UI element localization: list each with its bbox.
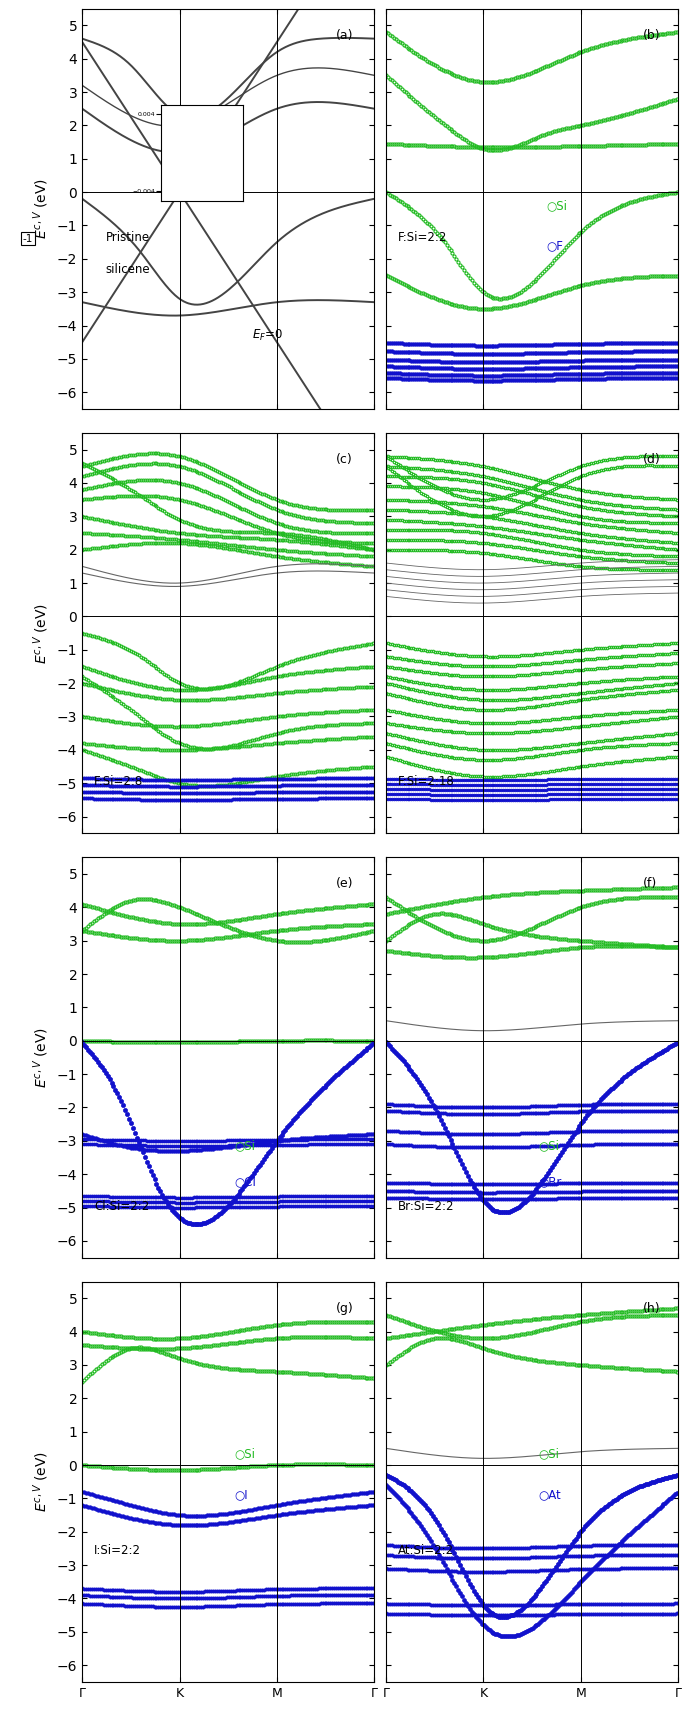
Text: ○F: ○F [547,238,564,252]
Y-axis label: $E^{c,V}$ (eV): $E^{c,V}$ (eV) [32,1026,51,1088]
Y-axis label: $E^{c,V}$ (eV): $E^{c,V}$ (eV) [32,1451,51,1513]
Text: I:Si=2:2: I:Si=2:2 [94,1544,141,1556]
Text: ○I: ○I [234,1487,248,1501]
Text: ○Si: ○Si [538,1140,559,1152]
Text: (f): (f) [643,878,658,890]
Text: (h): (h) [643,1302,661,1314]
Text: (e): (e) [336,878,354,890]
Text: ○At: ○At [538,1487,561,1501]
Text: At:Si=2:2: At:Si=2:2 [398,1544,454,1556]
Text: (c): (c) [336,454,353,466]
Text: F:Si=2:2: F:Si=2:2 [398,231,447,243]
Text: Br:Si=2:2: Br:Si=2:2 [398,1199,454,1213]
Text: (a): (a) [336,29,354,41]
Text: Cl:Si=2:2: Cl:Si=2:2 [94,1199,149,1213]
Text: F:Si=2:18: F:Si=2:18 [398,775,454,788]
Text: -1: -1 [23,235,34,243]
Text: ○Cl: ○Cl [234,1175,256,1189]
Text: (d): (d) [643,454,661,466]
Text: (g): (g) [336,1302,354,1314]
Text: ○Si: ○Si [234,1140,255,1152]
Text: F:Si=2:8: F:Si=2:8 [94,775,143,788]
Text: silicene: silicene [105,262,150,276]
Text: ○Si: ○Si [234,1447,255,1461]
Text: Pristine: Pristine [105,231,150,243]
Text: (b): (b) [643,29,661,41]
Text: ○Si: ○Si [538,1447,559,1461]
Y-axis label: $E^{c,V}$ (eV): $E^{c,V}$ (eV) [32,178,51,240]
Y-axis label: $E^{c,V}$ (eV): $E^{c,V}$ (eV) [32,602,51,664]
Text: $E_F$=0: $E_F$=0 [251,328,283,343]
Bar [168,186,191,197]
Text: ○Si: ○Si [547,198,568,212]
Text: ○Br: ○Br [538,1175,561,1189]
